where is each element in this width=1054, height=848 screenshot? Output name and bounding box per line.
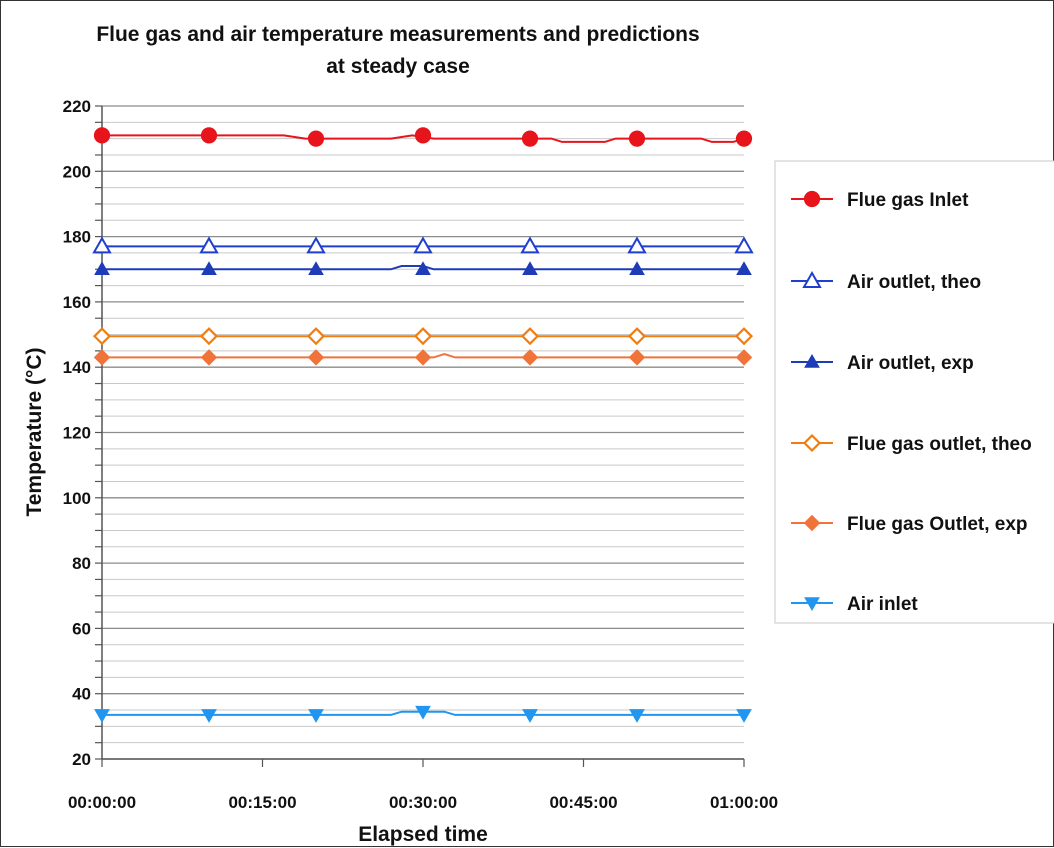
legend-item: Flue gas Outlet, exp [791, 514, 1028, 535]
chart-title-line-1: Flue gas and air temperature measurement… [96, 23, 699, 46]
x-tick-labels: 00:00:00 00:15:00 00:30:00 00:45:00 01:00:00 [68, 793, 778, 812]
data-point [521, 130, 539, 147]
data-point [415, 261, 431, 275]
x-tick-label: 00:00:00 [68, 793, 136, 812]
legend-label: Air outlet, exp [847, 353, 974, 374]
data-point [629, 709, 645, 723]
data-point [628, 349, 646, 366]
y-axis-title: Temperature (°C) [23, 347, 46, 516]
legend-item: Flue gas Inlet [791, 190, 969, 211]
legend-swatch-marker [802, 270, 822, 288]
data-point [92, 236, 112, 254]
legend-label: Flue gas outlet, theo [847, 434, 1032, 455]
data-point [627, 236, 647, 254]
data-point [93, 127, 111, 144]
y-tick-label: 20 [72, 750, 91, 769]
data-point [735, 130, 753, 147]
legend-label: Flue gas Outlet, exp [847, 514, 1028, 535]
data-point [94, 709, 110, 723]
data-point [521, 349, 539, 366]
legend-swatch-marker [803, 190, 821, 208]
data-point [307, 349, 325, 366]
data-point [94, 261, 110, 275]
data-point [93, 349, 111, 366]
grid-lines [102, 105, 744, 760]
y-tick-label: 180 [63, 228, 91, 247]
data-point [522, 709, 538, 723]
legend-box [774, 160, 1054, 624]
data-point [734, 327, 754, 346]
series-group [92, 127, 754, 723]
x-tick-label: 00:45:00 [549, 793, 617, 812]
data-point [308, 709, 324, 723]
data-point [308, 261, 324, 275]
data-point [415, 705, 431, 720]
y-tick-label: 140 [63, 358, 91, 377]
series-3 [92, 327, 754, 346]
legend-label: Air outlet, theo [847, 272, 981, 293]
data-point [628, 130, 646, 147]
series-2 [94, 261, 752, 275]
series-1 [92, 236, 754, 254]
data-point [736, 261, 752, 275]
series-5 [94, 705, 752, 723]
legend-swatch-marker [802, 433, 822, 453]
y-tick-labels: 20 40 60 80 100 120 140 160 180 200 220 [63, 97, 91, 769]
data-point [92, 327, 112, 346]
chart-title: Flue gas and air temperature measurement… [96, 23, 699, 78]
x-tick-label: 00:30:00 [389, 793, 457, 812]
x-axis-title: Elapsed time [358, 823, 488, 846]
y-tick-label: 160 [63, 293, 91, 312]
y-tick-label: 40 [72, 685, 91, 704]
x-tick-label: 00:15:00 [228, 793, 296, 812]
data-point [201, 709, 217, 723]
y-tick-label: 80 [72, 554, 91, 573]
data-point [736, 709, 752, 723]
data-point [199, 327, 219, 346]
data-point [199, 236, 219, 254]
series-line [102, 265, 744, 271]
y-tick-label: 120 [63, 424, 91, 443]
legend-item: Air outlet, theo [791, 270, 981, 293]
legend-item: Flue gas outlet, theo [791, 433, 1032, 455]
data-point [735, 349, 753, 366]
legend-item: Air outlet, exp [791, 353, 974, 374]
y-tick-label: 100 [63, 489, 91, 508]
data-point [413, 236, 433, 254]
y-tick-label: 60 [72, 619, 91, 638]
axes [95, 105, 745, 767]
data-point [629, 261, 645, 275]
legend-swatch-marker [804, 353, 820, 368]
legend: Flue gas Inlet Air outlet, theo Air outlet… [774, 160, 1054, 624]
data-point [627, 327, 647, 346]
legend-label: Air inlet [847, 594, 918, 615]
data-point [306, 236, 326, 254]
data-point [520, 236, 540, 254]
data-point [734, 236, 754, 254]
data-point [306, 327, 326, 346]
x-tick-label: 01:00:00 [710, 793, 778, 812]
data-point [522, 261, 538, 275]
legend-label: Flue gas Inlet [847, 190, 969, 211]
data-point [201, 261, 217, 275]
data-point [414, 127, 432, 144]
series-4 [93, 349, 753, 366]
data-point [307, 130, 325, 147]
y-tick-label: 200 [63, 162, 91, 181]
legend-swatch-marker [804, 597, 820, 612]
data-point [414, 349, 432, 366]
data-point [200, 349, 218, 366]
legend-item: Air inlet [791, 594, 918, 615]
y-tick-label: 220 [63, 97, 91, 116]
data-point [200, 127, 218, 144]
legend-swatch-marker [803, 514, 821, 532]
chart-title-line-2: at steady case [326, 55, 470, 78]
data-point [413, 327, 433, 346]
series-0 [93, 127, 753, 147]
data-point [520, 327, 540, 346]
